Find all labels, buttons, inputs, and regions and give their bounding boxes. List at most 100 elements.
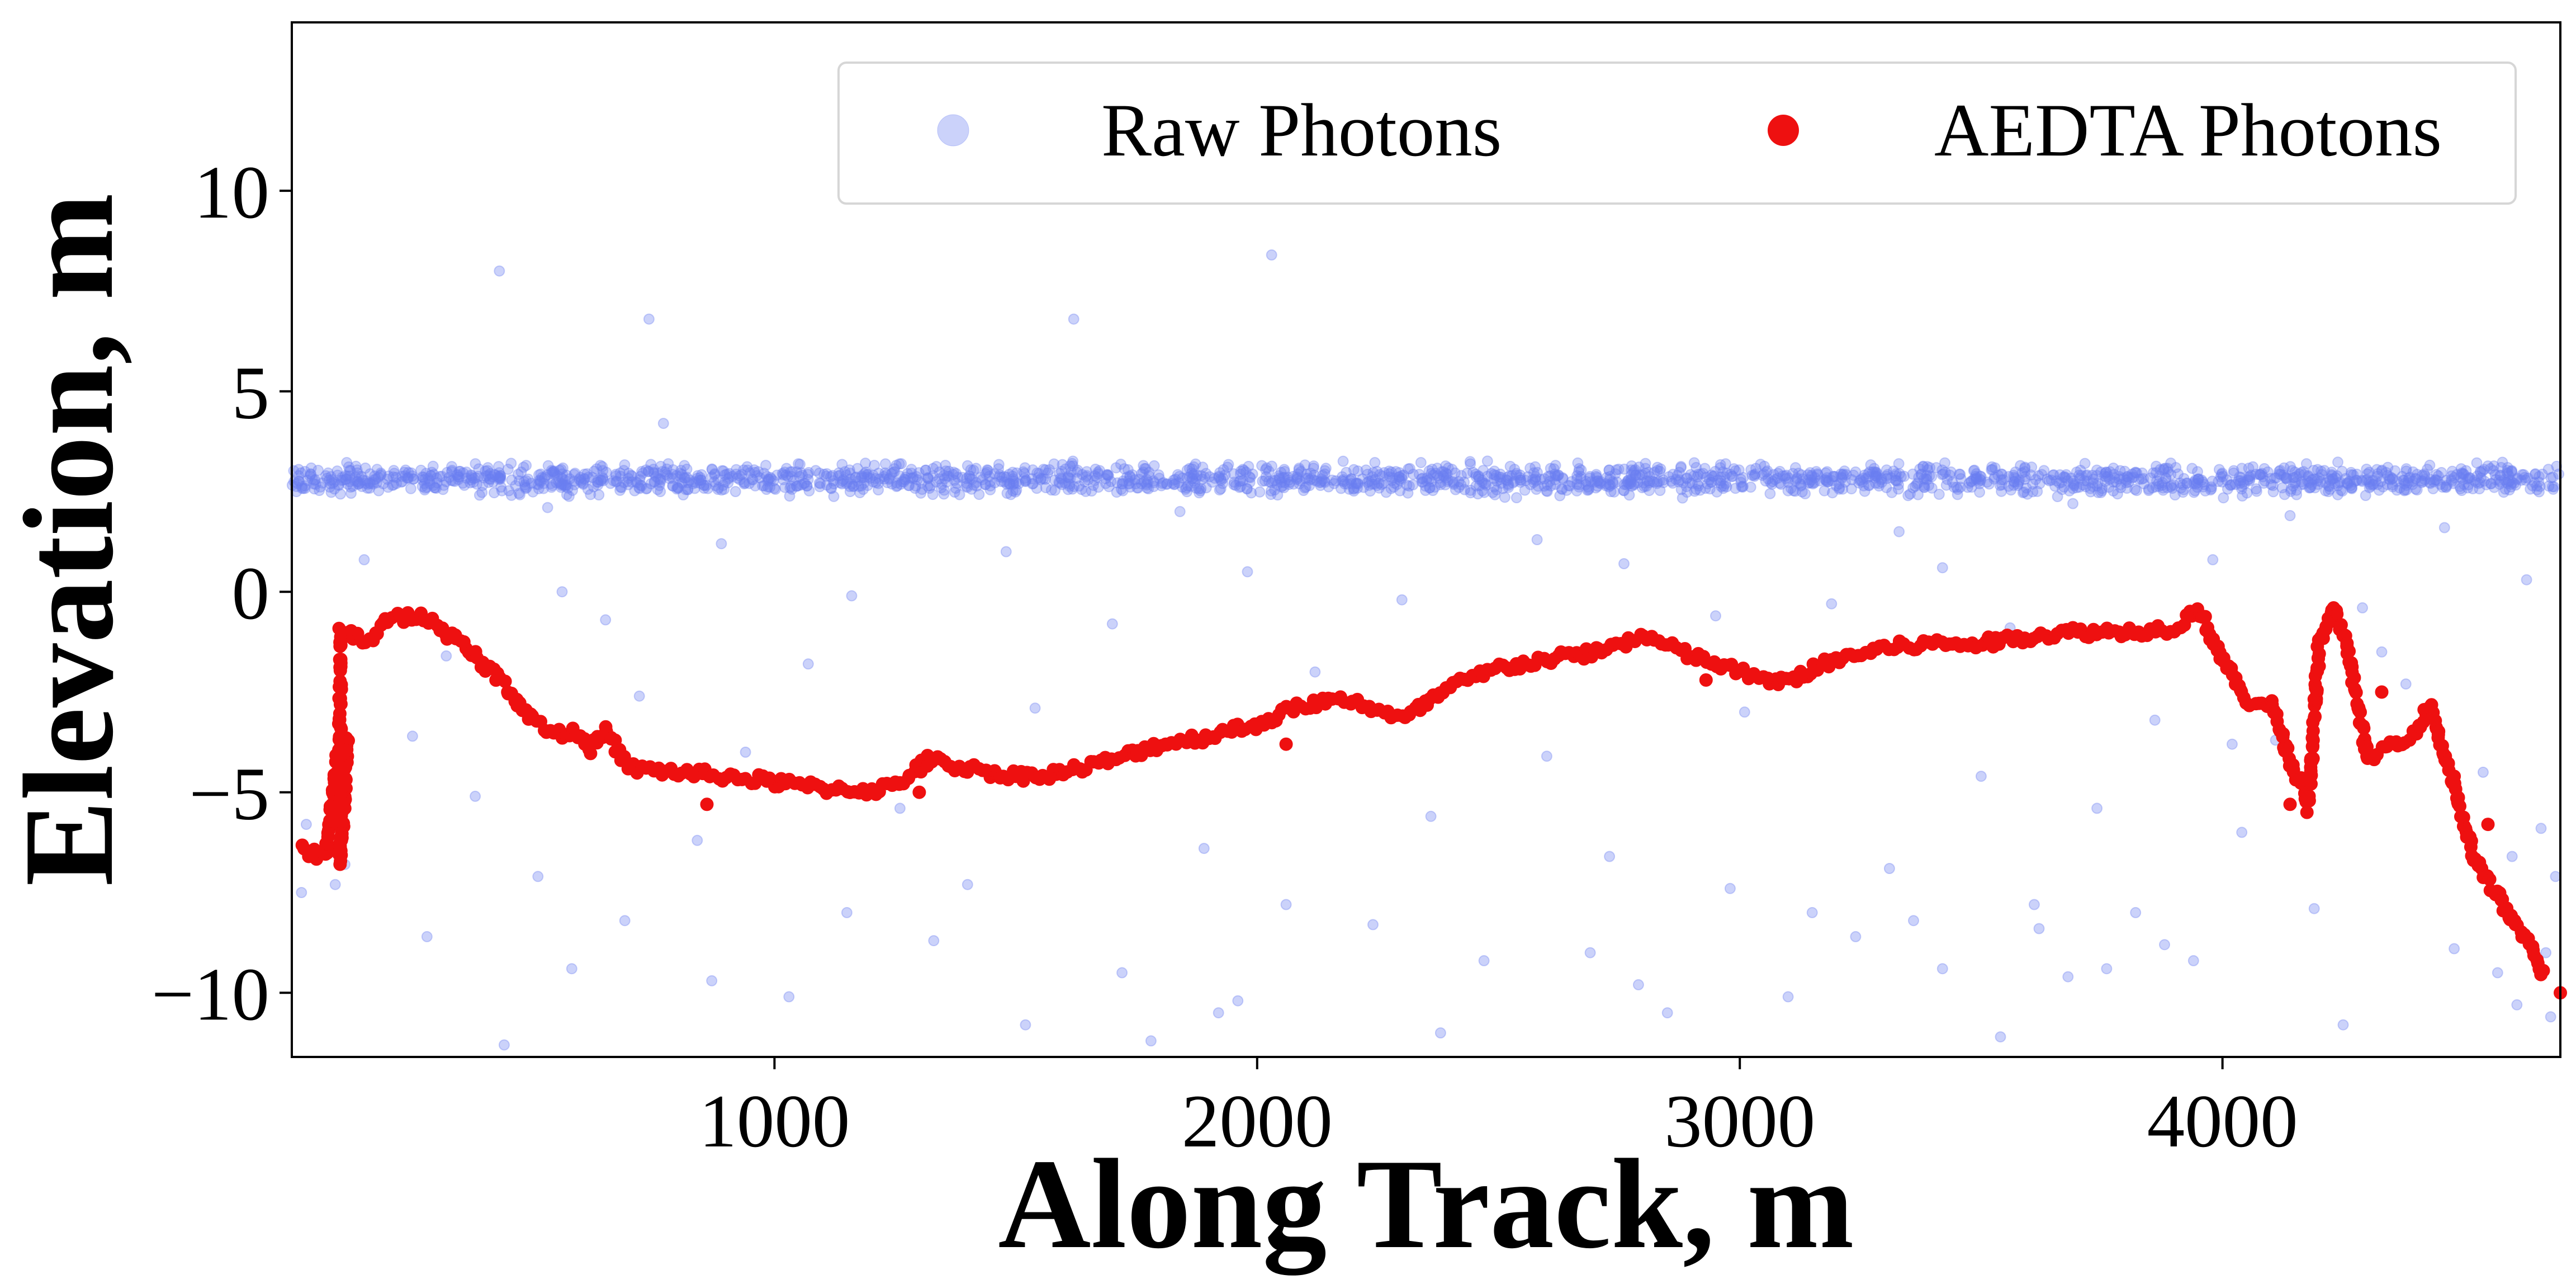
raw-photon-point — [569, 479, 580, 490]
raw-photon-point — [1719, 471, 1730, 483]
raw-photon-point — [821, 479, 832, 491]
raw-photon-point — [846, 478, 858, 490]
raw-photon-point — [1186, 473, 1198, 485]
raw-photon-point — [2168, 479, 2180, 490]
raw-photon-point — [1595, 478, 1607, 489]
raw-photon-point — [1675, 461, 1687, 473]
raw-photon-point — [1100, 478, 1111, 489]
aedta-photon-point — [2198, 610, 2212, 624]
raw-photon-point — [1670, 474, 1682, 485]
raw-photon-point — [1442, 476, 1453, 487]
raw-photon-point — [814, 481, 826, 493]
raw-photon-point — [531, 478, 543, 490]
raw-photon-point — [2130, 907, 2142, 918]
raw-photon-point — [2286, 465, 2298, 476]
raw-photon-point — [1573, 466, 1584, 478]
raw-photon-point — [562, 482, 574, 494]
raw-photon-point — [886, 478, 898, 490]
raw-photon-point — [2151, 467, 2162, 479]
raw-photon-point — [1855, 474, 1867, 485]
raw-photon-point — [447, 475, 459, 487]
raw-photon-point — [2206, 475, 2218, 487]
raw-photon-point — [1783, 472, 1794, 484]
raw-photon-point — [471, 478, 483, 490]
raw-photon-point — [506, 474, 518, 486]
raw-photon-point — [1609, 468, 1621, 480]
raw-photon-point — [2079, 457, 2091, 469]
raw-photon-point — [1708, 470, 1720, 482]
raw-photon-point — [858, 484, 869, 495]
raw-photon-point — [2234, 478, 2246, 489]
raw-photon-point — [320, 470, 332, 481]
raw-photon-point — [930, 476, 942, 488]
raw-photon-point — [2416, 477, 2427, 488]
raw-photon-point — [2456, 485, 2468, 496]
raw-photon-point — [362, 478, 373, 490]
raw-photon-point — [335, 488, 346, 500]
raw-photon-point — [1726, 471, 1738, 483]
raw-photon-point — [989, 477, 1001, 489]
raw-photon-point — [344, 465, 356, 476]
raw-photon-point — [2267, 486, 2279, 498]
raw-photon-point — [1363, 475, 1375, 487]
raw-photon-point — [1308, 474, 1320, 486]
raw-photon-point — [1701, 471, 1712, 483]
raw-photon-point — [1380, 487, 1392, 498]
raw-photon-point — [495, 481, 507, 493]
raw-photon-point — [1394, 471, 1405, 483]
raw-photon-point — [2336, 465, 2348, 477]
raw-photon-point — [1692, 478, 1703, 490]
raw-photon-point — [979, 479, 991, 490]
raw-photon-point — [1636, 469, 1648, 481]
raw-photon-point — [1278, 466, 1290, 478]
raw-photon-point — [2170, 462, 2182, 474]
raw-photon-point — [2312, 464, 2323, 475]
raw-photon-point — [716, 538, 727, 550]
raw-photon-point — [342, 478, 353, 490]
raw-photon-point — [2138, 473, 2149, 484]
raw-photon-point — [1470, 471, 1482, 483]
raw-photon-point — [801, 480, 813, 492]
raw-photon-point — [520, 475, 532, 487]
raw-photon-point — [1246, 487, 1257, 499]
raw-photon-point — [922, 473, 934, 484]
raw-photon-point — [1352, 482, 1363, 494]
raw-photon-point — [768, 475, 779, 487]
raw-photon-point — [1632, 979, 1644, 990]
aedta-photon-point — [1279, 737, 1293, 751]
raw-photon-point — [446, 465, 458, 476]
raw-photon-point — [1004, 478, 1016, 489]
raw-photon-point — [1794, 478, 1806, 489]
raw-photon-point — [739, 477, 751, 489]
raw-photon-point — [1172, 469, 1183, 480]
raw-photon-point — [1850, 466, 1862, 478]
raw-photon-point — [887, 466, 898, 478]
raw-photon-point — [1235, 480, 1247, 492]
raw-photon-point — [1424, 482, 1436, 494]
raw-photon-point — [712, 484, 724, 495]
raw-photon-point — [352, 478, 364, 490]
raw-photon-point — [984, 484, 996, 495]
aedta-photon-point — [2347, 671, 2361, 685]
raw-photon-point — [1459, 476, 1470, 488]
raw-photon-point — [494, 470, 506, 481]
raw-photon-point — [731, 464, 742, 475]
raw-photon-point — [1401, 479, 1413, 491]
raw-photon-point — [1509, 475, 1521, 487]
raw-photon-point — [1308, 462, 1319, 474]
raw-photon-point — [1952, 484, 1964, 495]
raw-photon-point — [514, 489, 525, 501]
raw-photon-point — [1352, 465, 1363, 477]
raw-photon-point — [674, 471, 686, 483]
raw-photon-point — [833, 470, 844, 481]
raw-photon-point — [1495, 471, 1507, 483]
raw-photon-point — [2131, 485, 2142, 497]
raw-photon-point — [2386, 473, 2398, 484]
raw-photon-point — [2380, 467, 2392, 478]
raw-photon-point — [1919, 480, 1930, 492]
raw-photon-point — [1692, 471, 1703, 483]
raw-photon-point — [1971, 472, 1982, 484]
raw-photon-point — [1644, 477, 1655, 489]
raw-photon-point — [678, 489, 689, 501]
raw-photon-point — [760, 460, 771, 471]
